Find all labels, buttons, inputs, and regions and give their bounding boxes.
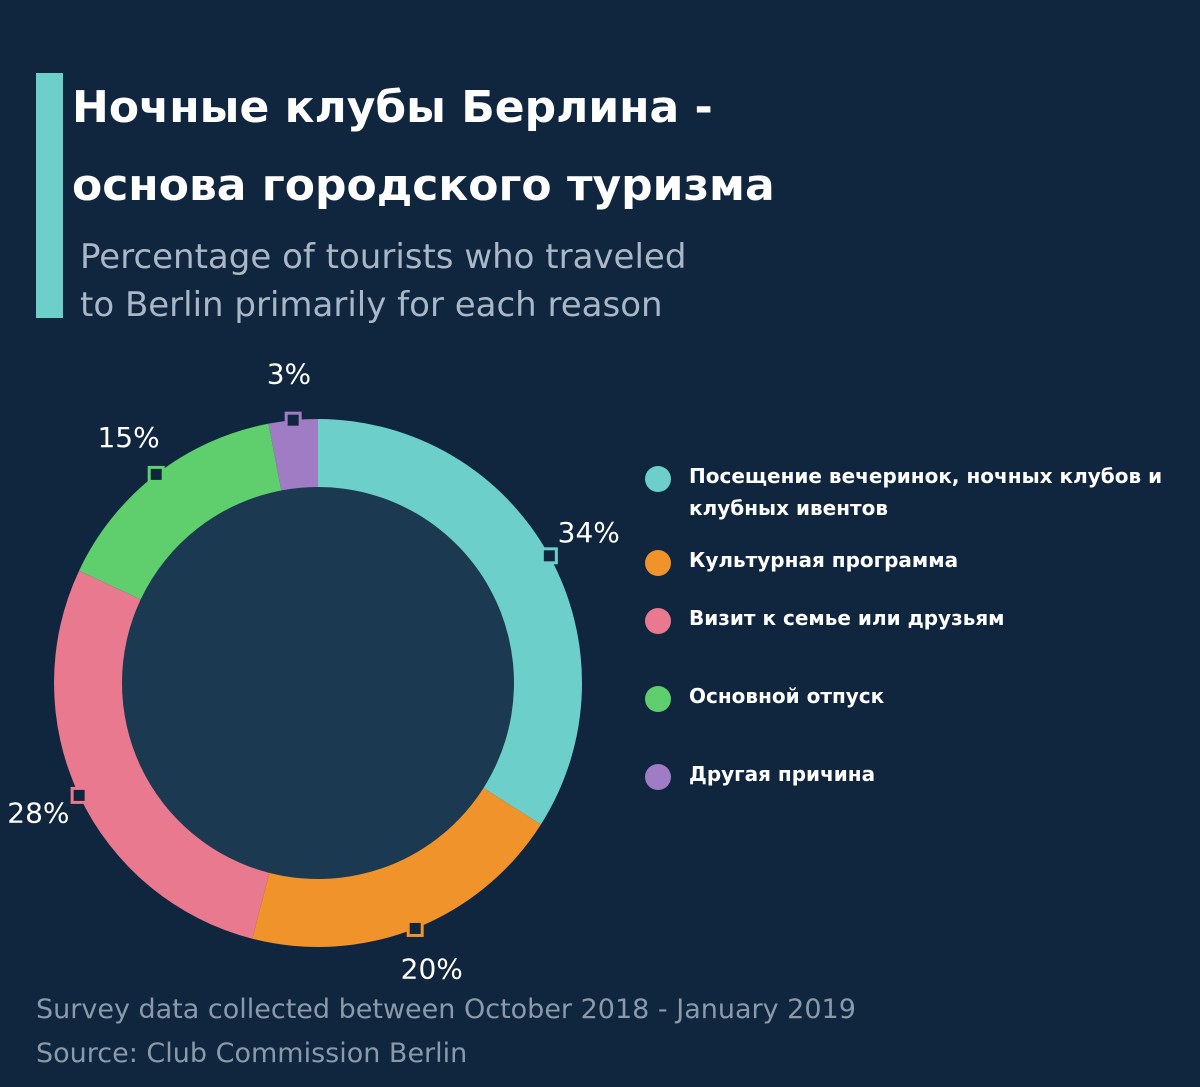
legend-swatch bbox=[645, 466, 671, 492]
legend-label: Другая причина bbox=[689, 762, 876, 786]
legend-swatch bbox=[645, 686, 671, 712]
value-label: 3% bbox=[267, 357, 311, 390]
legend-item: Визит к семье или друзьям bbox=[645, 602, 1175, 634]
legend-swatch bbox=[645, 608, 671, 634]
title-line: основа городского туризма bbox=[72, 160, 775, 211]
slice bbox=[268, 419, 318, 491]
value-label: 28% bbox=[7, 797, 69, 830]
note: Source: Club Commission Berlin bbox=[36, 1038, 467, 1069]
legend: Посещение вечеринок, ночных клубов и клу… bbox=[645, 460, 1175, 790]
legend-item: Посещение вечеринок, ночных клубов и клу… bbox=[645, 460, 1175, 524]
title-line: Ночные клубы Берлина - bbox=[72, 82, 713, 133]
value-label: 34% bbox=[558, 516, 620, 549]
legend-swatch bbox=[645, 764, 671, 790]
legend-item: Культурная программа bbox=[645, 544, 1175, 576]
label-marker bbox=[540, 547, 558, 565]
accent-bar bbox=[36, 73, 63, 318]
label-marker bbox=[284, 411, 302, 429]
slice bbox=[252, 788, 541, 947]
inner-circle bbox=[122, 487, 514, 879]
legend-label: Визит к семье или друзьям bbox=[689, 606, 1005, 630]
label-marker bbox=[147, 465, 165, 483]
value-label: 15% bbox=[97, 421, 159, 454]
note: Survey data collected between October 20… bbox=[36, 994, 856, 1025]
legend-label: Культурная программа bbox=[689, 548, 959, 572]
legend-item: Основной отпуск bbox=[645, 680, 1175, 712]
legend-label: Основной отпуск bbox=[689, 684, 885, 708]
subtitle-line: Percentage of tourists who traveled bbox=[80, 237, 686, 277]
legend-swatch bbox=[645, 550, 671, 576]
value-label: 20% bbox=[401, 952, 463, 985]
legend-item: Другая причина bbox=[645, 758, 1175, 790]
slice bbox=[53, 570, 270, 939]
label-marker bbox=[406, 919, 424, 937]
legend-label: Посещение вечеринок, ночных клубов и клу… bbox=[689, 464, 1163, 520]
label-marker bbox=[70, 786, 88, 804]
slice bbox=[79, 423, 282, 600]
slice bbox=[318, 419, 582, 825]
subtitle-line: to Berlin primarily for each reason bbox=[80, 285, 663, 325]
